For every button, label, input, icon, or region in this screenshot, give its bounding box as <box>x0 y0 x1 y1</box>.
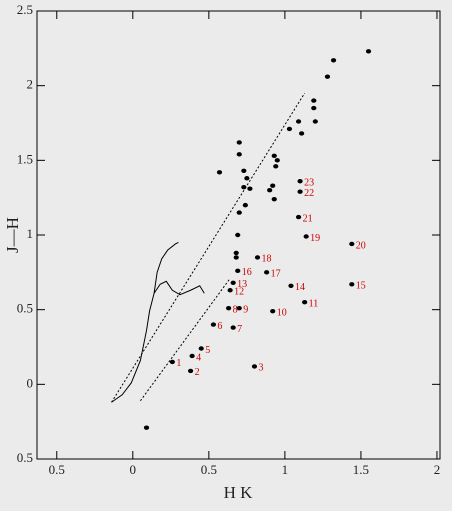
point <box>295 214 302 220</box>
point <box>242 202 248 208</box>
point <box>271 153 277 159</box>
curve <box>111 92 306 403</box>
point <box>210 322 217 327</box>
point <box>187 368 194 374</box>
point <box>233 250 239 256</box>
curve <box>140 278 231 402</box>
x-tick-label: 2 <box>434 462 441 477</box>
point <box>349 282 355 287</box>
point-label: 13 <box>237 279 247 290</box>
y-axis-label: J—H <box>3 217 22 253</box>
point <box>236 305 242 311</box>
point <box>303 234 309 239</box>
point-label: 12 <box>234 287 244 298</box>
x-tick-label: 0 <box>130 462 137 477</box>
point-label: 16 <box>242 267 252 278</box>
point-label: 7 <box>237 324 242 335</box>
point-label: 15 <box>356 281 366 292</box>
point <box>365 49 372 54</box>
point-label: 21 <box>303 213 313 224</box>
x-tick-label: 1 <box>282 462 289 477</box>
point <box>270 183 276 188</box>
curve <box>153 280 205 296</box>
point-label: 9 <box>243 304 248 315</box>
y-tick-label: 2.5 <box>17 2 33 17</box>
point <box>349 241 355 247</box>
point <box>286 126 293 132</box>
point <box>230 325 236 330</box>
point-label: 19 <box>310 233 320 244</box>
point <box>297 189 303 194</box>
point <box>247 186 253 191</box>
point <box>273 164 279 169</box>
point <box>251 364 258 369</box>
y-tick-label: 1.5 <box>17 151 33 166</box>
point-label: 5 <box>205 345 210 356</box>
point <box>264 270 270 275</box>
point <box>230 280 236 285</box>
x-axis-label: H K <box>224 483 254 502</box>
point <box>236 140 242 145</box>
point <box>274 158 280 163</box>
point <box>299 131 305 136</box>
point <box>226 305 232 311</box>
point-label: 4 <box>196 352 201 363</box>
point <box>236 210 242 215</box>
y-tick-label: 1 <box>27 226 34 241</box>
point-label: 23 <box>304 178 314 189</box>
point-label: 3 <box>258 363 263 374</box>
point <box>271 196 277 202</box>
x-tick-label: 0.5 <box>49 462 65 477</box>
point-label: 22 <box>304 188 314 199</box>
point <box>235 268 241 274</box>
point <box>297 179 303 184</box>
point <box>169 359 175 365</box>
point-label: 14 <box>295 282 305 293</box>
point <box>216 170 223 175</box>
point-label: 2 <box>195 367 200 378</box>
point <box>241 185 247 190</box>
point <box>302 300 308 305</box>
y-tick-label: 0.5 <box>17 301 33 316</box>
point <box>254 255 261 260</box>
point-label: 18 <box>262 254 272 265</box>
point <box>295 119 302 124</box>
y-tick-label: 2 <box>27 77 34 92</box>
point-label: 6 <box>217 321 222 332</box>
point-label: 17 <box>271 269 281 280</box>
point-label: 8 <box>233 304 238 315</box>
point-label: 20 <box>356 240 366 251</box>
point <box>143 425 150 430</box>
point-label: 11 <box>309 298 319 309</box>
point <box>236 152 242 157</box>
y-tick-label: 0.5 <box>17 450 33 465</box>
point <box>235 232 241 238</box>
point <box>267 188 273 193</box>
point-label: 1 <box>176 358 181 369</box>
point <box>241 168 247 173</box>
point <box>288 283 294 288</box>
x-tick-label: 0.5 <box>201 462 217 477</box>
point <box>312 119 318 124</box>
x-tick-label: 1.5 <box>353 462 369 477</box>
curve <box>111 242 179 403</box>
point <box>324 74 331 79</box>
point <box>198 346 204 351</box>
point <box>311 105 317 111</box>
point <box>311 98 317 103</box>
point-label: 10 <box>277 307 287 318</box>
point <box>244 176 250 181</box>
point <box>270 308 276 314</box>
y-tick-label: 0 <box>27 375 34 390</box>
point <box>233 255 239 260</box>
point <box>330 58 337 63</box>
point <box>227 288 233 293</box>
point <box>189 353 195 359</box>
